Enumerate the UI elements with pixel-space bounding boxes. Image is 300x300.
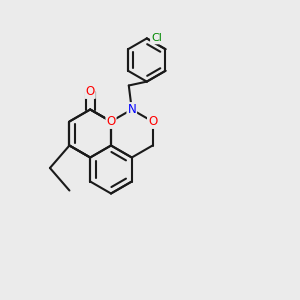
Text: Cl: Cl: [151, 33, 162, 43]
Text: O: O: [106, 115, 116, 128]
Text: O: O: [85, 85, 95, 98]
Text: O: O: [148, 115, 157, 128]
Text: N: N: [128, 103, 136, 116]
